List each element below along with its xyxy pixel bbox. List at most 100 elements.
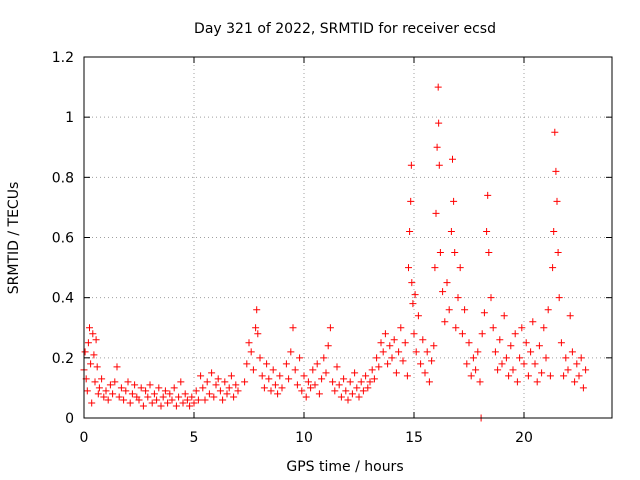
data-point <box>219 396 227 404</box>
data-point <box>511 330 519 338</box>
data-point <box>333 363 341 371</box>
data-point <box>560 372 568 380</box>
data-point <box>291 366 299 374</box>
data-point <box>397 324 405 332</box>
data-point <box>366 378 374 386</box>
data-point <box>232 381 240 389</box>
data-point <box>546 372 554 380</box>
data-point <box>582 366 590 374</box>
data-point <box>550 227 558 235</box>
data-point <box>370 375 378 383</box>
data-point <box>379 348 387 356</box>
data-point <box>100 393 108 401</box>
data-point <box>364 384 372 392</box>
data-point <box>208 369 216 377</box>
data-point <box>225 384 233 392</box>
data-point <box>575 372 583 380</box>
data-point <box>491 348 499 356</box>
y-tick-label: 1.2 <box>52 50 74 66</box>
data-point <box>414 312 422 320</box>
data-point <box>505 372 513 380</box>
data-point <box>551 128 559 136</box>
data-point <box>395 348 403 356</box>
data-point <box>324 342 332 350</box>
data-point <box>188 393 196 401</box>
data-point <box>183 396 191 404</box>
data-point <box>518 324 526 332</box>
data-point <box>298 387 306 395</box>
data-point <box>285 375 293 383</box>
data-point <box>480 309 488 317</box>
data-point <box>241 378 249 386</box>
data-point <box>467 372 475 380</box>
data-point <box>502 354 510 362</box>
data-point <box>89 330 97 338</box>
data-point <box>432 209 440 217</box>
data-point <box>197 372 205 380</box>
data-point <box>120 396 128 404</box>
data-point <box>131 381 139 389</box>
data-point <box>436 249 444 257</box>
data-point <box>348 390 356 398</box>
data-point <box>351 369 359 377</box>
y-tick-label: 0.2 <box>52 351 74 367</box>
data-point <box>296 354 304 362</box>
data-point <box>329 378 337 386</box>
data-point <box>538 369 546 377</box>
data-point <box>83 387 91 395</box>
data-point <box>276 372 284 380</box>
data-point <box>549 264 557 272</box>
data-point <box>109 390 117 398</box>
data-point <box>84 339 92 347</box>
data-point <box>168 396 176 404</box>
data-point <box>456 264 464 272</box>
data-point <box>520 360 528 368</box>
data-point <box>128 390 136 398</box>
data-point <box>311 381 319 389</box>
data-point <box>91 378 99 386</box>
data-point <box>92 336 100 344</box>
data-point <box>335 381 343 389</box>
data-point <box>494 366 502 374</box>
data-point <box>203 378 211 386</box>
y-tick-label: 0.8 <box>52 170 74 186</box>
data-point <box>373 354 381 362</box>
data-point <box>571 378 579 386</box>
data-point <box>326 324 334 332</box>
data-point <box>425 378 433 386</box>
data-point <box>557 339 565 347</box>
data-point <box>407 197 415 205</box>
data-point <box>390 336 398 344</box>
data-point <box>287 348 295 356</box>
data-point <box>553 197 561 205</box>
y-tick-label: 0.4 <box>52 291 74 307</box>
data-point <box>443 279 451 287</box>
data-point <box>258 372 266 380</box>
data-point <box>104 396 112 404</box>
data-point <box>289 324 297 332</box>
data-point <box>507 342 515 350</box>
data-point <box>405 264 412 272</box>
data-point <box>320 354 328 362</box>
data-point <box>392 369 400 377</box>
data-point <box>428 357 436 365</box>
data-point <box>579 384 587 392</box>
data-point <box>304 378 312 386</box>
data-point <box>465 339 473 347</box>
data-point <box>267 387 275 395</box>
data-point <box>489 324 497 332</box>
data-point <box>577 354 585 362</box>
data-point <box>431 264 439 272</box>
data-point <box>115 393 123 401</box>
data-point <box>247 348 255 356</box>
data-point <box>346 378 354 386</box>
data-point <box>430 342 438 350</box>
data-point <box>302 393 310 401</box>
data-point <box>451 249 459 257</box>
data-point <box>535 342 543 350</box>
x-tick-label: 10 <box>295 430 313 446</box>
data-point <box>362 372 370 380</box>
data-point <box>441 318 449 326</box>
data-point <box>98 375 106 383</box>
data-point <box>496 336 504 344</box>
